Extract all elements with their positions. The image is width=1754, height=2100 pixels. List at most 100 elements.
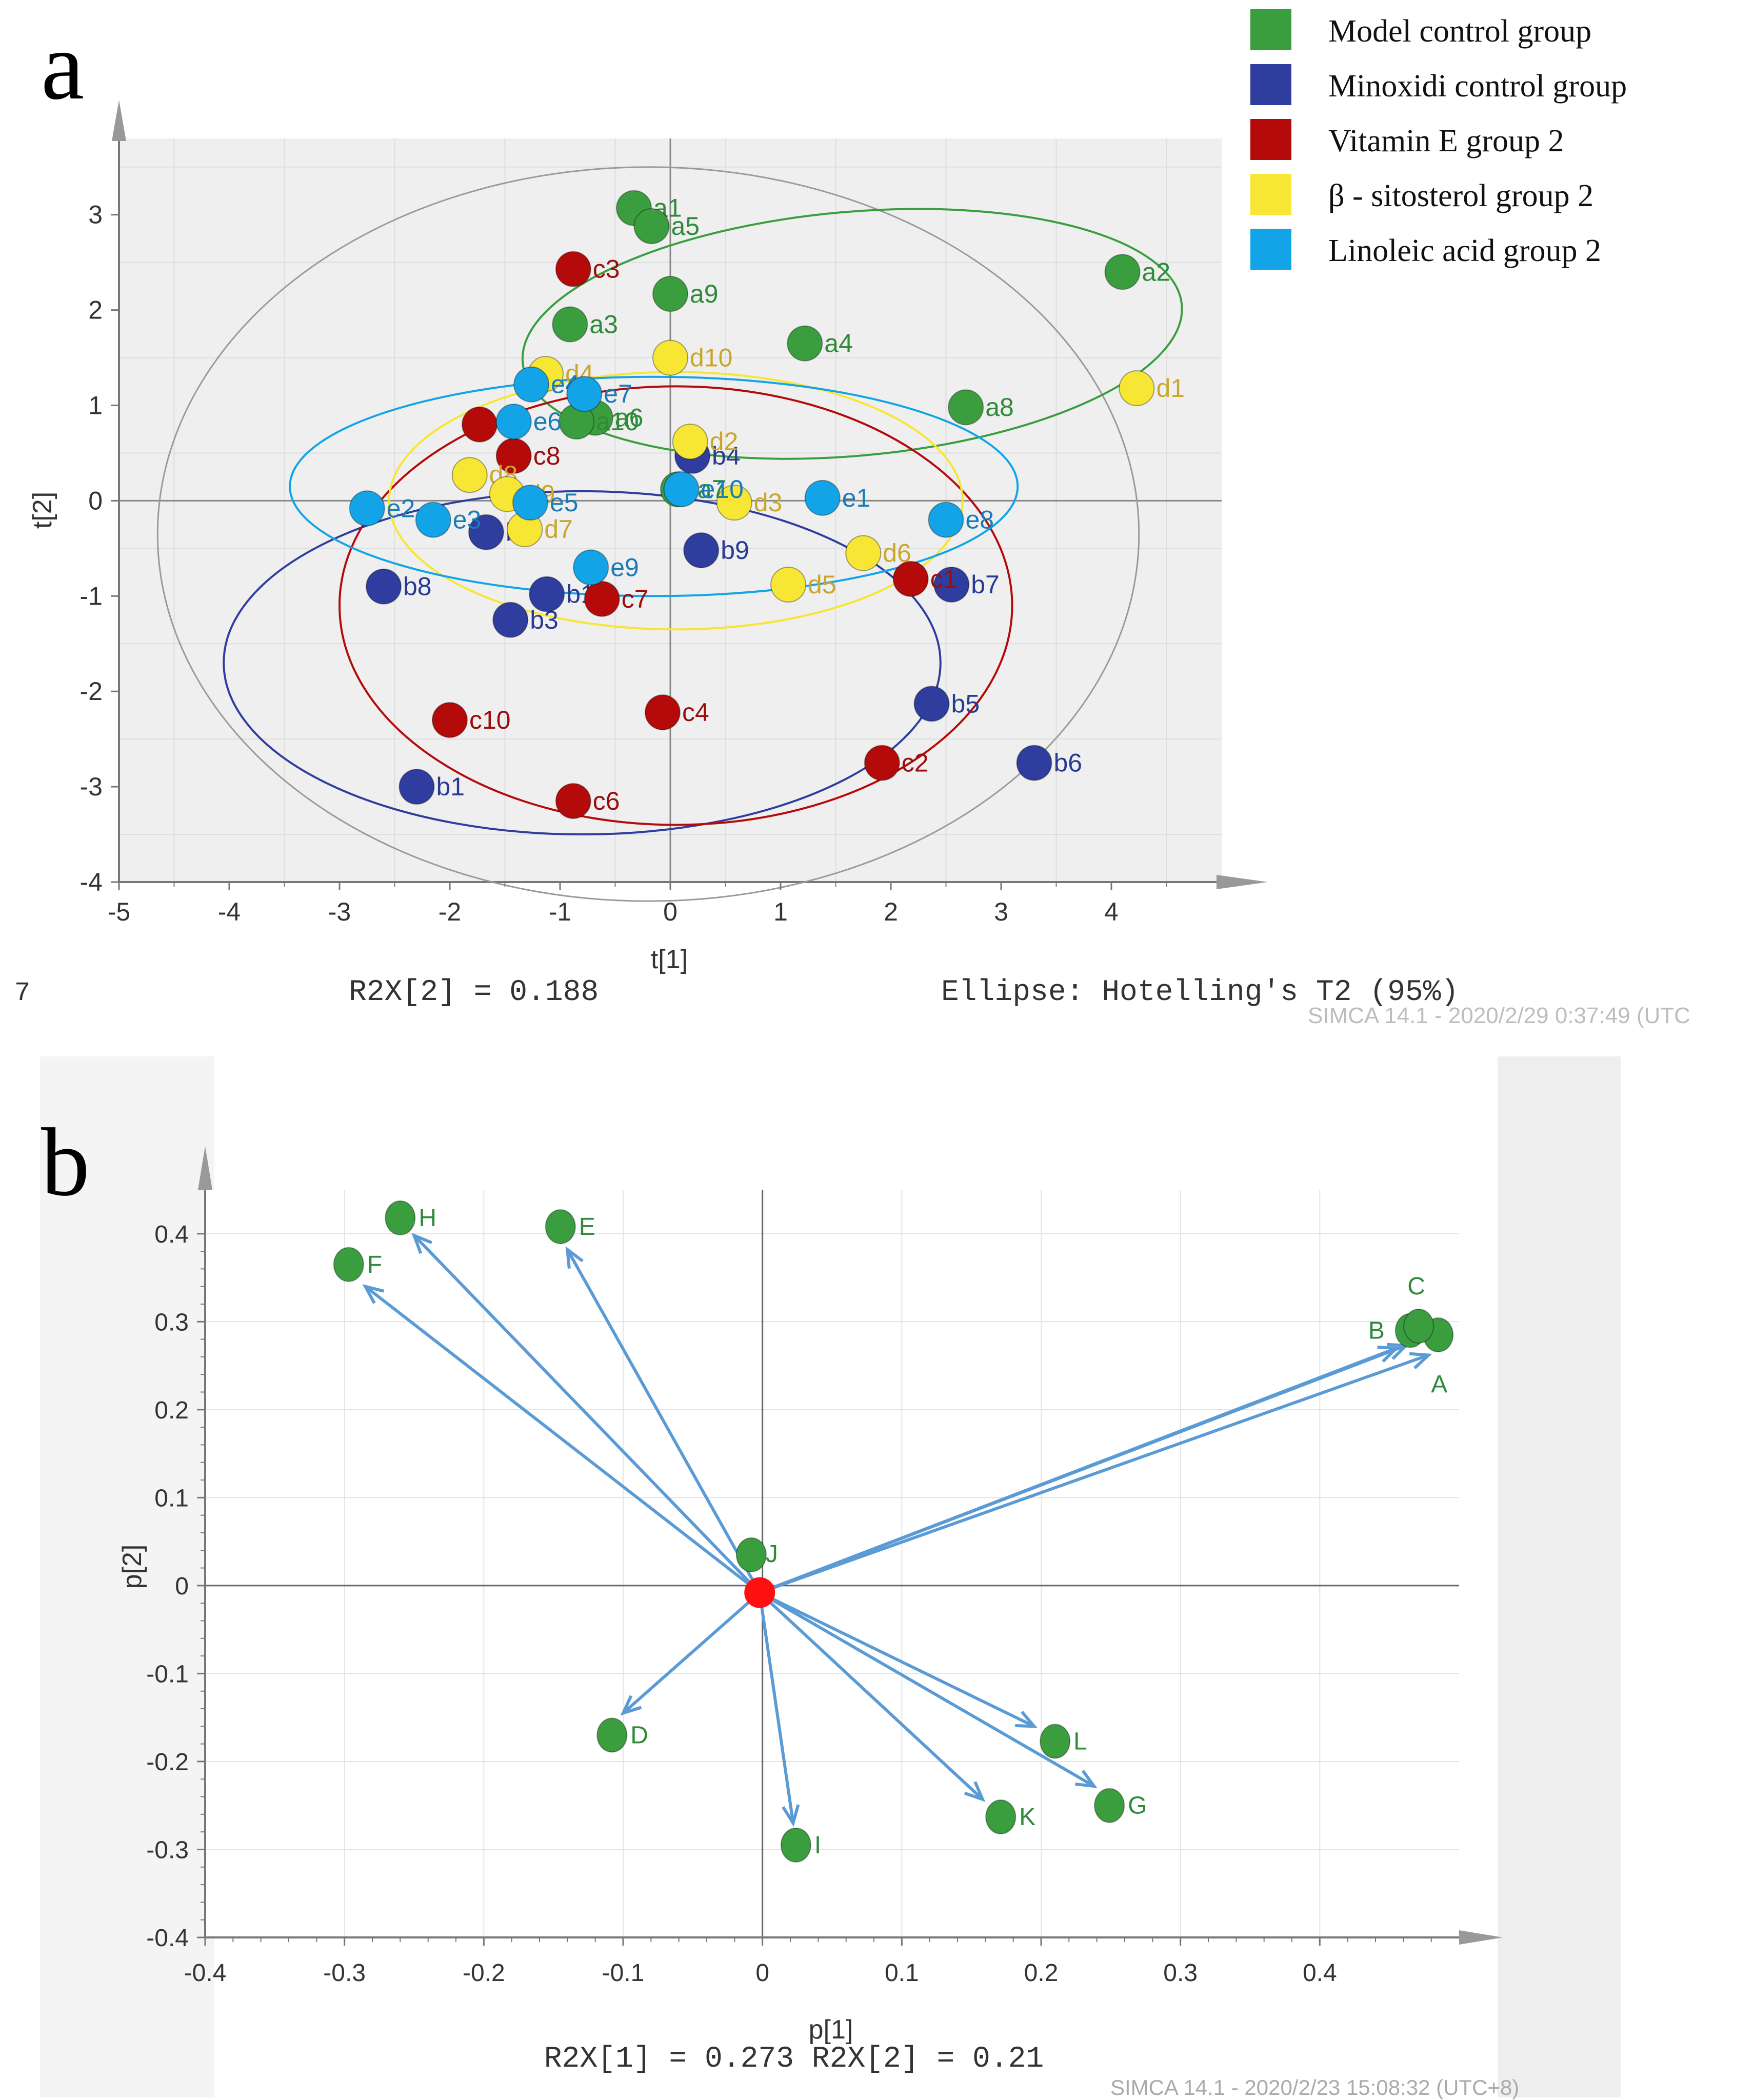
arrow-line-I [758, 1592, 795, 1824]
plot-b-r2x: R2X[1] = 0.273 R2X[2] = 0.21 [544, 2043, 1044, 2076]
plot-b-ticks: -0.4 -0.3 -0.2 -0.1 0 0.1 0.2 0.3 0.4 -0.4 -0.3 -0.… [146, 1221, 1432, 1987]
loading-point-E [545, 1209, 576, 1245]
legend-swatch-yellow [1250, 174, 1291, 215]
loading-point-F [333, 1247, 364, 1282]
point-e6 [495, 404, 532, 440]
point-e2 [349, 490, 385, 527]
point-c6 [555, 783, 591, 819]
point-a5 [633, 208, 670, 245]
y-tick-label: -0.1 [146, 1661, 189, 1688]
point-label-e9: e9 [610, 553, 639, 582]
plot-a-xlabel: t[1] [651, 945, 688, 974]
point-a2 [1104, 254, 1141, 290]
point-label-e3: e3 [453, 506, 482, 534]
plot-b-points: A BC D E F G H I J K L [333, 1200, 1454, 1863]
point-label-e2: e2 [387, 494, 415, 523]
point-b3 [492, 602, 529, 638]
arrow-head-K [964, 1781, 986, 1802]
y-axis-arrow [112, 100, 126, 141]
loading-label-D: D [630, 1722, 648, 1749]
arrow-line-E [566, 1249, 761, 1594]
plot-a-points: a1a2a3a4a5a6a7a8a9a10b1b2b3b4b5b6b7b8b9b… [349, 190, 1185, 819]
x-tick-label: 0 [755, 1959, 769, 1987]
point-c7 [584, 581, 620, 617]
point-c9 [462, 406, 498, 443]
x-tick-label: -0.4 [184, 1959, 227, 1987]
loading-label-C: C [1407, 1273, 1425, 1300]
x-tick-label: -5 [108, 897, 130, 926]
point-label-c4: c4 [682, 698, 709, 727]
arrow-line-H [413, 1234, 761, 1594]
point-label-b7: b7 [971, 570, 1000, 599]
point-label-a3: a3 [589, 310, 618, 339]
y-tick-label: 0 [175, 1573, 189, 1600]
x-tick-label: 0.1 [885, 1959, 919, 1987]
point-e5 [512, 485, 548, 521]
y-tick-label: 1 [88, 391, 103, 420]
point-e7 [566, 376, 603, 412]
legend-label-blue: Minoxidi control group [1328, 69, 1627, 104]
y-tick-label: -3 [80, 772, 103, 801]
loading-label-L: L [1073, 1728, 1087, 1755]
loading-point-K [985, 1799, 1016, 1835]
plot-a-axes [112, 100, 1268, 889]
arrow-line-D [622, 1591, 761, 1714]
x-axis-arrow [1217, 875, 1268, 889]
panel-a-label: a [41, 12, 84, 120]
legend-label-cyan: Linoleic acid group 2 [1328, 233, 1601, 268]
point-label-b5: b5 [951, 689, 980, 718]
y-tick-label: -1 [80, 582, 103, 610]
legend-swatch-red [1250, 119, 1291, 160]
point-c3 [555, 251, 591, 287]
y-tick-label: 0.4 [154, 1221, 189, 1248]
point-d1 [1119, 370, 1155, 407]
plot-b-axes [198, 1146, 1503, 1945]
plot-b-software: SIMCA 14.1 - 2020/2/23 15:08:32 (UTC+8) [1110, 2075, 1519, 2099]
loading-label-K: K [1019, 1804, 1035, 1831]
point-b9 [683, 532, 720, 569]
arrow-line-F [364, 1285, 761, 1594]
point-label-d2: d2 [710, 427, 739, 456]
arrow-head-D [620, 1695, 642, 1716]
ellipse-green [521, 208, 1183, 460]
point-a3 [552, 306, 588, 343]
point-label-c1: c1 [930, 565, 958, 593]
point-b1 [398, 769, 435, 805]
y-tick-label: -2 [80, 677, 103, 706]
point-d3 [716, 485, 752, 521]
loading-label-F: F [367, 1251, 382, 1278]
point-label-a6: a6 [615, 404, 644, 432]
loading-point-J [735, 1537, 767, 1572]
point-label-a8: a8 [985, 393, 1014, 422]
arrow-line-K [759, 1591, 984, 1801]
plot-b-frame-left [40, 1056, 214, 2097]
arrow-line-L [759, 1591, 1035, 1728]
x-tick-label: -1 [549, 897, 571, 926]
point-c1 [892, 561, 929, 597]
point-label-c8: c8 [533, 442, 561, 470]
arrow-head-E [565, 1246, 584, 1269]
point-a8 [948, 389, 984, 426]
y-tick-label: 0 [88, 486, 103, 515]
loading-label-G: G [1128, 1792, 1147, 1819]
point-label-a9: a9 [690, 279, 719, 308]
legend-label-red: Vitamin E group 2 [1328, 124, 1564, 158]
ellipse-grey [156, 166, 1140, 902]
plot-b-xlabel: p[1] [809, 2015, 853, 2045]
legend-label-yellow: β - sitosterol group 2 [1328, 178, 1593, 213]
point-label-b1: b1 [436, 772, 465, 801]
x-tick-label: 0.4 [1303, 1959, 1337, 1987]
x-tick-label: 1 [773, 897, 788, 926]
origin-marker [744, 1577, 775, 1608]
point-a4 [787, 325, 823, 362]
legend-swatch-cyan [1250, 229, 1291, 270]
loading-point-H [385, 1200, 416, 1235]
point-label-b6: b6 [1054, 749, 1083, 777]
point-b10 [529, 576, 565, 612]
y-tick-label: 0.2 [154, 1397, 189, 1424]
panel-a: a a1a2a3a4a5a6a7a8a9a10b1b2b3b4b5b6b7b8b… [14, 9, 1690, 1028]
legend-label-green: Model control group [1328, 14, 1591, 49]
loading-point-L [1040, 1724, 1071, 1759]
point-label-e1: e1 [842, 484, 871, 512]
legend-swatch-blue [1250, 64, 1291, 105]
